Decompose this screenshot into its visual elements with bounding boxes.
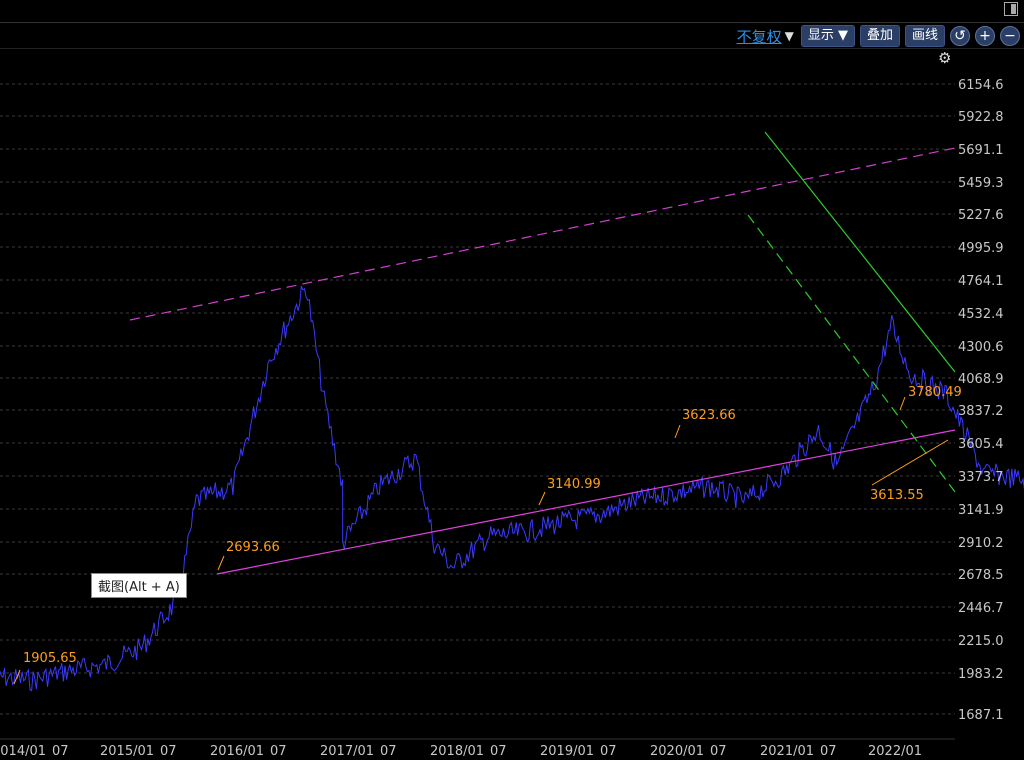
- y-tick-label: 3605.4: [958, 437, 1004, 452]
- x-tick-label: 2021/01: [760, 744, 814, 759]
- draw-line-button[interactable]: 画线: [904, 25, 945, 47]
- annotation-label: 3140.99: [547, 477, 601, 492]
- annotation-pointer: [217, 555, 225, 571]
- x-tick-label: 2019/01: [540, 744, 594, 759]
- y-tick-label: 5922.8: [958, 110, 1004, 125]
- y-tick-label: 3373.7: [958, 470, 1004, 485]
- x-tick-label: 2018/01: [430, 744, 484, 759]
- x-tick-label: 07: [160, 744, 177, 759]
- annotation-label: 3780.49: [908, 385, 962, 400]
- y-tick-label: 4764.1: [958, 274, 1004, 289]
- zoom-in-icon[interactable]: +: [975, 26, 995, 46]
- upper-trend-line: [764, 131, 956, 373]
- y-tick-label: 4532.4: [958, 307, 1004, 322]
- y-tick-label: 3837.2: [958, 404, 1004, 419]
- y-tick-label: 5227.6: [958, 208, 1004, 223]
- lower-trend-line: [747, 214, 956, 493]
- y-tick-label: 2215.0: [958, 634, 1004, 649]
- x-tick-label: 2022/01: [868, 744, 922, 759]
- y-tick-label: 2910.2: [958, 536, 1004, 551]
- y-tick-label: 5459.3: [958, 176, 1004, 191]
- display-button[interactable]: 显示 ▼: [800, 25, 855, 47]
- y-tick-label: 4300.6: [958, 340, 1004, 355]
- x-tick-label: 07: [380, 744, 397, 759]
- x-tick-label: 07: [270, 744, 287, 759]
- display-button-label: 显示: [807, 28, 834, 43]
- annotation-pointer: [674, 424, 681, 439]
- y-tick-label: 6154.6: [958, 78, 1004, 93]
- x-tick-label: 2017/01: [320, 744, 374, 759]
- gear-icon[interactable]: ⚙: [938, 49, 952, 67]
- x-tick-label: 07: [52, 744, 69, 759]
- chevron-down-icon[interactable]: ▼: [784, 29, 794, 43]
- y-tick-label: 2678.5: [958, 568, 1004, 583]
- y-tick-label: 5691.1: [958, 143, 1004, 158]
- x-tick-label: 2014/01: [0, 744, 46, 759]
- upper-channel-line: [129, 147, 956, 321]
- price-line: [0, 285, 1024, 692]
- screenshot-tooltip: 截图(Alt + A): [91, 573, 187, 598]
- zoom-out-icon[interactable]: −: [1000, 26, 1020, 46]
- reset-icon[interactable]: ↺: [950, 26, 970, 46]
- x-tick-label: 2015/01: [100, 744, 154, 759]
- x-tick-label: 2016/01: [210, 744, 264, 759]
- y-tick-label: 1983.2: [958, 667, 1004, 682]
- annotation-pointer: [13, 669, 21, 685]
- y-tick-label: 4068.9: [958, 372, 1004, 387]
- annotation-label: 2693.66: [226, 540, 280, 555]
- annotation-label: 3623.66: [682, 408, 736, 423]
- panel-toggle-icon[interactable]: [1004, 2, 1018, 16]
- x-tick-label: 07: [490, 744, 507, 759]
- window-title-bar: [0, 0, 1024, 23]
- x-tick-label: 07: [710, 744, 727, 759]
- annotation-label: 1905.65: [23, 651, 77, 666]
- lower-channel-line: [216, 429, 956, 575]
- annotation-pointer: [538, 491, 546, 506]
- x-tick-label: 2020/01: [650, 744, 704, 759]
- y-tick-label: 3141.9: [958, 503, 1004, 518]
- chart-toolbar: 不复权 ▼ 显示 ▼ 叠加 画线 ↺ + −: [737, 25, 1020, 47]
- overlay-button[interactable]: 叠加: [859, 25, 900, 47]
- x-tick-label: 07: [820, 744, 837, 759]
- x-tick-label: 07: [600, 744, 617, 759]
- y-tick-label: 1687.1: [958, 708, 1004, 723]
- annotation-pointer: [899, 396, 906, 411]
- annotation-pointer: [871, 439, 949, 486]
- y-tick-label: 2446.7: [958, 601, 1004, 616]
- y-tick-label: 4995.9: [958, 241, 1004, 256]
- divider: [0, 48, 1024, 49]
- annotation-label: 3613.55: [870, 488, 924, 503]
- adjust-mode-link[interactable]: 不复权: [736, 27, 782, 46]
